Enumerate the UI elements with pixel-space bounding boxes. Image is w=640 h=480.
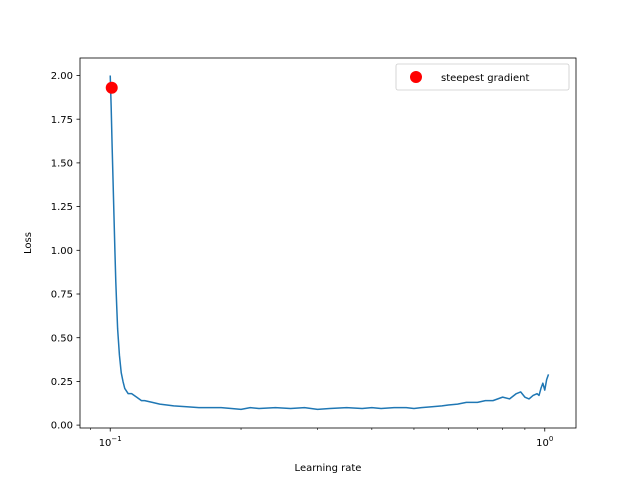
legend-entry-label: steepest gradient xyxy=(441,73,529,84)
y-tick-label: 0.50 xyxy=(51,333,73,344)
steepest-gradient-point xyxy=(105,81,118,94)
legend: steepest gradient xyxy=(395,63,570,91)
y-tick-label: 0.75 xyxy=(51,290,73,301)
y-axis-label: Loss xyxy=(23,232,34,254)
y-tick-label: 1.00 xyxy=(51,246,73,257)
y-axis: 0.00 0.25 0.50 0.75 1.00 1.25 1.50 1.75 2.00 xyxy=(51,71,80,432)
y-tick-label: 0.25 xyxy=(51,377,73,388)
x-tick-label: 10−1 xyxy=(99,435,122,449)
series-line-0 xyxy=(109,75,550,411)
plot-frame xyxy=(79,57,577,429)
y-tick-label: 1.75 xyxy=(51,115,73,126)
y-tick-label: 0.00 xyxy=(51,421,73,432)
x-tick-label: 100 xyxy=(536,435,553,449)
plot-area xyxy=(80,58,576,428)
y-tick-label: 1.25 xyxy=(51,202,73,213)
legend-box xyxy=(395,63,570,91)
x-axis: 10−1 100 xyxy=(90,428,553,449)
series-layer xyxy=(109,75,550,411)
marker-layer xyxy=(105,81,118,94)
y-tick-label: 2.00 xyxy=(51,71,73,82)
y-tick-label: 1.50 xyxy=(51,158,73,169)
x-axis-label: Learning rate xyxy=(295,463,362,474)
legend-marker xyxy=(410,71,422,83)
